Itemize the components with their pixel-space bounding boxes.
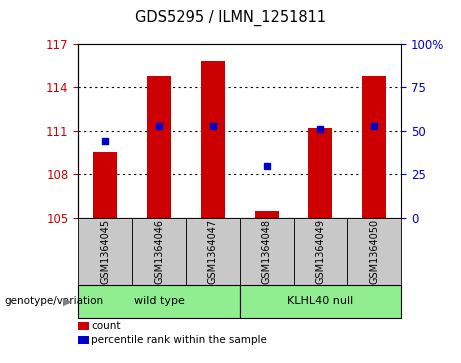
- Bar: [132, 218, 186, 285]
- Text: wild type: wild type: [134, 296, 184, 306]
- Bar: [294, 218, 347, 285]
- Bar: [186, 218, 240, 285]
- Text: ▶: ▶: [63, 296, 71, 306]
- Bar: [201, 61, 225, 218]
- Bar: [147, 76, 171, 218]
- Text: GSM1364050: GSM1364050: [369, 219, 379, 284]
- Bar: [347, 218, 401, 285]
- Text: percentile rank within the sample: percentile rank within the sample: [91, 335, 267, 345]
- Text: count: count: [91, 321, 121, 331]
- Text: GSM1364045: GSM1364045: [100, 219, 110, 284]
- Bar: [78, 285, 240, 318]
- Bar: [362, 76, 386, 218]
- Bar: [254, 211, 279, 218]
- Text: GSM1364046: GSM1364046: [154, 219, 164, 284]
- Text: GSM1364048: GSM1364048: [261, 219, 272, 284]
- Text: GDS5295 / ILMN_1251811: GDS5295 / ILMN_1251811: [135, 10, 326, 26]
- Bar: [308, 128, 332, 218]
- Text: GSM1364049: GSM1364049: [315, 219, 325, 284]
- Bar: [93, 152, 118, 218]
- Bar: [240, 285, 401, 318]
- Text: genotype/variation: genotype/variation: [5, 296, 104, 306]
- Bar: [240, 218, 294, 285]
- Text: GSM1364047: GSM1364047: [208, 219, 218, 284]
- Text: KLHL40 null: KLHL40 null: [287, 296, 354, 306]
- Bar: [78, 218, 132, 285]
